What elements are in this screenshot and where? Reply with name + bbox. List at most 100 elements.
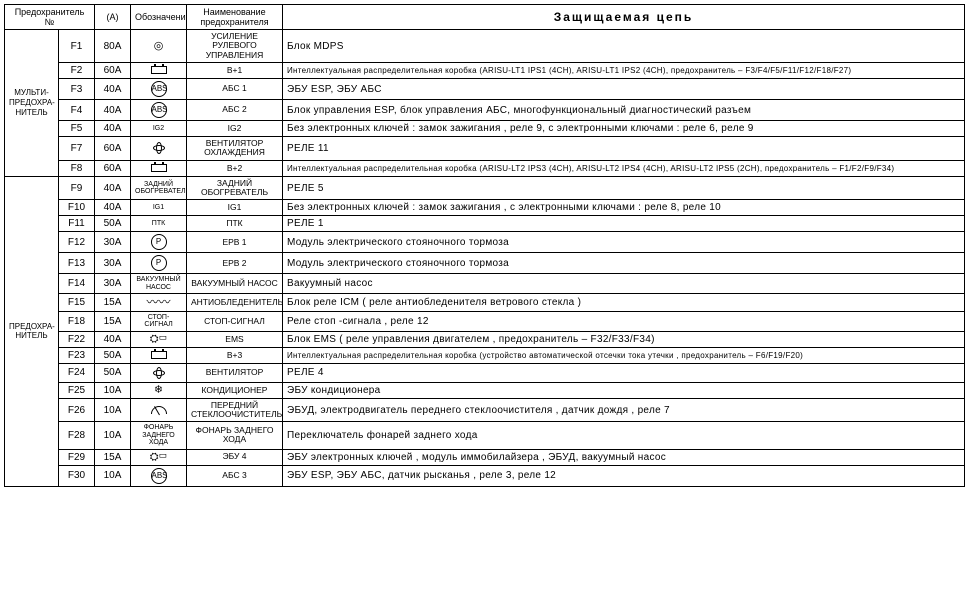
fuse-amperage: 80A bbox=[95, 30, 131, 63]
header-protected: Защищаемая цепь bbox=[283, 5, 965, 30]
fuse-symbol-icon: ФОНАРЬ ЗАДНЕГО ХОДА bbox=[131, 422, 187, 449]
table-row: F1040AIG1IG1Без электронных ключей : зам… bbox=[5, 200, 965, 216]
protected-circuit: Модуль электрического стояночного тормоз… bbox=[283, 253, 965, 274]
table-row: F2610AПЕРЕДНИЙ СТЕКЛООЧИСТИТЕЛЬЭБУД, эле… bbox=[5, 398, 965, 422]
protected-circuit: Переключатель фонарей заднего хода bbox=[283, 422, 965, 449]
protected-circuit: Интеллектуальная распределительная короб… bbox=[283, 160, 965, 176]
table-row: F2240A⛭▭EMSБлок EMS ( реле управления дв… bbox=[5, 331, 965, 347]
fuse-number: F11 bbox=[59, 216, 95, 232]
table-row: F1515A〰〰АНТИОБЛЕДЕНИТЕЛЬБлок реле ICM ( … bbox=[5, 294, 965, 312]
fuse-name: B+3 bbox=[187, 347, 283, 363]
fuse-number: F29 bbox=[59, 449, 95, 465]
protected-circuit: Вакуумный насос bbox=[283, 274, 965, 294]
protected-circuit: Модуль электрического стояночного тормоз… bbox=[283, 232, 965, 253]
fuse-name: АБС 2 bbox=[187, 100, 283, 121]
fuse-number: F26 bbox=[59, 398, 95, 422]
fuse-name: ФОНАРЬ ЗАДНЕГО ХОДА bbox=[187, 422, 283, 449]
header-name: Наименование предохранителя bbox=[187, 5, 283, 30]
fuse-name: ВАКУУМНЫЙ НАСОС bbox=[187, 274, 283, 294]
fuse-number: F25 bbox=[59, 382, 95, 398]
fuse-amperage: 60A bbox=[95, 137, 131, 161]
fuse-symbol-icon: P bbox=[131, 232, 187, 253]
fuse-amperage: 50A bbox=[95, 347, 131, 363]
table-row: F3010AABSАБС 3ЭБУ ESP, ЭБУ АБС, датчик р… bbox=[5, 465, 965, 486]
table-row: F260AB+1Интеллектуальная распределительн… bbox=[5, 63, 965, 79]
fuse-name: ВЕНТИЛЯТОР bbox=[187, 363, 283, 382]
fuse-number: F10 bbox=[59, 200, 95, 216]
fuse-table: Предохранитель № (A) Обозначение Наимено… bbox=[4, 4, 965, 487]
fuse-symbol-icon: ◎ bbox=[131, 30, 187, 63]
fuse-symbol-icon: ЗАДНИЙ ОБОГРЕВАТЕЛЬ bbox=[131, 176, 187, 200]
fuse-name: КОНДИЦИОНЕР bbox=[187, 382, 283, 398]
fuse-symbol-icon bbox=[131, 160, 187, 176]
fuse-amperage: 40A bbox=[95, 79, 131, 100]
fuse-name: ПТК bbox=[187, 216, 283, 232]
protected-circuit: ЭБУ ESP, ЭБУ АБС, датчик рысканья , реле… bbox=[283, 465, 965, 486]
fuse-symbol-icon: ⛭▭ bbox=[131, 449, 187, 465]
fuse-amperage: 30A bbox=[95, 274, 131, 294]
table-row: F860AB+2Интеллектуальная распределительн… bbox=[5, 160, 965, 176]
protected-circuit: Интеллектуальная распределительная короб… bbox=[283, 63, 965, 79]
fuse-number: F14 bbox=[59, 274, 95, 294]
fuse-name: EPB 2 bbox=[187, 253, 283, 274]
fuse-symbol-icon: IG1 bbox=[131, 200, 187, 216]
protected-circuit: ЭБУ кондиционера bbox=[283, 382, 965, 398]
table-body: МУЛЬТИ-ПРЕДОХРА-НИТЕЛЬF180A◎УСИЛЕНИЕ РУЛ… bbox=[5, 30, 965, 487]
fuse-symbol-icon bbox=[131, 137, 187, 161]
protected-circuit: РЕЛЕ 4 bbox=[283, 363, 965, 382]
fuse-amperage: 40A bbox=[95, 121, 131, 137]
fuse-name: B+1 bbox=[187, 63, 283, 79]
fuse-amperage: 50A bbox=[95, 363, 131, 382]
table-row: F1230APEPB 1Модуль электрического стояно… bbox=[5, 232, 965, 253]
fuse-symbol-icon bbox=[131, 398, 187, 422]
fuse-number: F13 bbox=[59, 253, 95, 274]
table-row: МУЛЬТИ-ПРЕДОХРА-НИТЕЛЬF180A◎УСИЛЕНИЕ РУЛ… bbox=[5, 30, 965, 63]
fuse-symbol-icon: ABS bbox=[131, 465, 187, 486]
fuse-number: F24 bbox=[59, 363, 95, 382]
fuse-amperage: 40A bbox=[95, 100, 131, 121]
protected-circuit: Блок MDPS bbox=[283, 30, 965, 63]
fuse-amperage: 10A bbox=[95, 465, 131, 486]
table-header: Предохранитель № (A) Обозначение Наимено… bbox=[5, 5, 965, 30]
protected-circuit: ЭБУ ESP, ЭБУ АБС bbox=[283, 79, 965, 100]
header-amp: (A) bbox=[95, 5, 131, 30]
fuse-number: F8 bbox=[59, 160, 95, 176]
fuse-amperage: 15A bbox=[95, 294, 131, 312]
fuse-amperage: 50A bbox=[95, 216, 131, 232]
fuse-symbol-icon: ПТК bbox=[131, 216, 187, 232]
protected-circuit: ЭБУ электронных ключей , модуль иммобила… bbox=[283, 449, 965, 465]
fuse-number: F28 bbox=[59, 422, 95, 449]
fuse-symbol-icon: ⛭▭ bbox=[131, 331, 187, 347]
table-row: F1330APEPB 2Модуль электрического стояно… bbox=[5, 253, 965, 274]
table-row: F2810AФОНАРЬ ЗАДНЕГО ХОДАФОНАРЬ ЗАДНЕГО … bbox=[5, 422, 965, 449]
table-row: F2350AB+3Интеллектуальная распределитель… bbox=[5, 347, 965, 363]
fuse-amperage: 10A bbox=[95, 382, 131, 398]
fuse-name: IG2 bbox=[187, 121, 283, 137]
fuse-symbol-icon: P bbox=[131, 253, 187, 274]
protected-circuit: Без электронных ключей : замок зажигания… bbox=[283, 121, 965, 137]
fuse-symbol-icon bbox=[131, 63, 187, 79]
fuse-name: СТОП-СИГНАЛ bbox=[187, 312, 283, 332]
fuse-symbol-icon: СТОП-СИГНАЛ bbox=[131, 312, 187, 332]
fuse-amperage: 10A bbox=[95, 422, 131, 449]
fuse-number: F3 bbox=[59, 79, 95, 100]
protected-circuit: Реле стоп -сигнала , реле 12 bbox=[283, 312, 965, 332]
protected-circuit: Блок EMS ( реле управления двигателем , … bbox=[283, 331, 965, 347]
fuse-name: ПЕРЕДНИЙ СТЕКЛООЧИСТИТЕЛЬ bbox=[187, 398, 283, 422]
fuse-amperage: 15A bbox=[95, 312, 131, 332]
protected-circuit: ЭБУД, электродвигатель переднего стеклоо… bbox=[283, 398, 965, 422]
table-row: F760AВЕНТИЛЯТОР ОХЛАЖДЕНИЯРЕЛЕ 11 bbox=[5, 137, 965, 161]
protected-circuit: Блок реле ICM ( реле антиобледенителя ве… bbox=[283, 294, 965, 312]
table-row: F2450A ВЕНТИЛЯТОРРЕЛЕ 4 bbox=[5, 363, 965, 382]
fuse-number: F23 bbox=[59, 347, 95, 363]
fuse-name: АБС 3 bbox=[187, 465, 283, 486]
fuse-name: EMS bbox=[187, 331, 283, 347]
fuse-amperage: 40A bbox=[95, 331, 131, 347]
group-label: МУЛЬТИ-ПРЕДОХРА-НИТЕЛЬ bbox=[5, 30, 59, 177]
fuse-name: IG1 bbox=[187, 200, 283, 216]
protected-circuit: РЕЛЕ 5 bbox=[283, 176, 965, 200]
table-row: ПРЕДОХРА-НИТЕЛЬF940AЗАДНИЙ ОБОГРЕВАТЕЛЬЗ… bbox=[5, 176, 965, 200]
fuse-number: F2 bbox=[59, 63, 95, 79]
fuse-number: F9 bbox=[59, 176, 95, 200]
fuse-symbol-icon: IG2 bbox=[131, 121, 187, 137]
